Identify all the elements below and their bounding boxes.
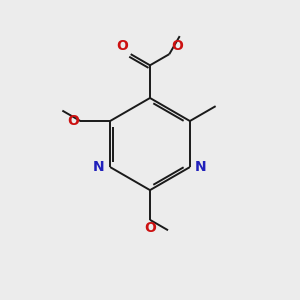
Text: O: O	[172, 39, 184, 53]
Text: O: O	[67, 114, 79, 128]
Text: N: N	[195, 160, 207, 174]
Text: O: O	[144, 221, 156, 235]
Text: N: N	[93, 160, 105, 174]
Text: O: O	[116, 39, 128, 53]
